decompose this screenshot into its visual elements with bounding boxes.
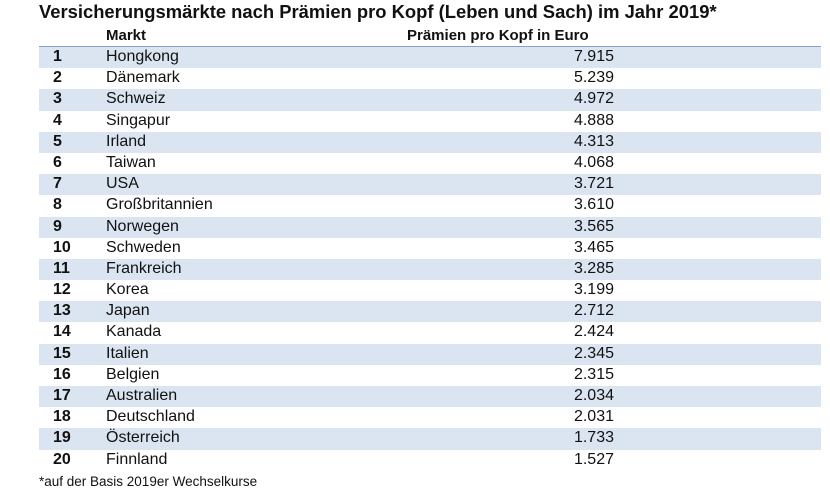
market-cell: USA bbox=[106, 175, 139, 193]
rank-cell: 10 bbox=[53, 238, 71, 256]
premium-cell: 1.527 bbox=[573, 450, 614, 468]
premium-cell: 2.315 bbox=[573, 365, 614, 383]
rank-cell: 15 bbox=[53, 344, 71, 362]
premium-cell: 4.068 bbox=[573, 153, 614, 171]
rank-cell: 2 bbox=[53, 69, 62, 87]
premium-cell: 4.888 bbox=[573, 111, 614, 129]
premium-cell: 4.313 bbox=[573, 132, 614, 150]
market-cell: Großbritannien bbox=[106, 196, 213, 214]
market-cell: Österreich bbox=[106, 429, 180, 447]
rank-cell: 4 bbox=[53, 111, 62, 129]
premium-cell: 2.424 bbox=[573, 323, 614, 341]
premium-cell: 5.239 bbox=[573, 69, 614, 87]
rank-cell: 3 bbox=[53, 90, 62, 108]
premium-cell: 2.712 bbox=[573, 302, 614, 320]
market-cell: Finnland bbox=[106, 450, 168, 468]
market-cell: Hongkong bbox=[106, 48, 179, 65]
rank-cell: 16 bbox=[53, 365, 71, 383]
market-cell: Kanada bbox=[106, 323, 162, 341]
footnote: *auf der Basis 2019er Wechselkurse bbox=[39, 474, 258, 489]
table-row: 4 Singapur 4.888 bbox=[39, 111, 821, 132]
rank-cell: 20 bbox=[53, 450, 71, 468]
market-cell: Deutschland bbox=[106, 408, 195, 426]
rank-cell: 18 bbox=[53, 408, 71, 426]
market-cell: Schweiz bbox=[106, 90, 166, 108]
rank-cell: 1 bbox=[53, 48, 62, 65]
market-cell: Japan bbox=[106, 302, 150, 320]
rank-cell: 11 bbox=[53, 259, 70, 277]
market-cell: Belgien bbox=[106, 365, 160, 383]
premium-cell: 3.565 bbox=[573, 217, 614, 235]
premium-cell: 2.031 bbox=[573, 408, 614, 426]
table-row: 19 Österreich 1.733 bbox=[39, 428, 821, 450]
table-row: 11 Frankreich 3.285 bbox=[39, 258, 821, 281]
table-row: 18 Deutschland 2.031 bbox=[39, 407, 821, 428]
market-cell: Norwegen bbox=[106, 217, 179, 235]
table-row: 20 Finnland 1.527 bbox=[39, 450, 821, 471]
column-header-premium: Prämien pro Kopf in Euro bbox=[407, 27, 589, 44]
table-row: 1 Hongkong 7.915 bbox=[39, 47, 821, 69]
column-header-market: Markt bbox=[106, 27, 147, 44]
market-cell: Korea bbox=[106, 281, 149, 299]
rank-cell: 13 bbox=[53, 302, 71, 320]
market-cell: Frankreich bbox=[106, 259, 182, 277]
market-cell: Italien bbox=[106, 344, 149, 362]
rank-cell: 7 bbox=[53, 175, 62, 193]
table-header: Markt Prämien pro Kopf in Euro bbox=[39, 26, 821, 47]
premium-cell: 3.465 bbox=[573, 238, 614, 256]
premium-cell: 2.345 bbox=[573, 344, 614, 362]
page-title: Versicherungsmärkte nach Prämien pro Kop… bbox=[39, 1, 717, 22]
rank-cell: 8 bbox=[53, 196, 62, 214]
premium-cell: 3.610 bbox=[573, 196, 614, 214]
premium-cell: 3.285 bbox=[573, 259, 614, 277]
table-row: 15 Italien 2.345 bbox=[39, 343, 821, 365]
rank-cell: 5 bbox=[53, 132, 62, 150]
rank-cell: 6 bbox=[53, 153, 62, 171]
rank-cell: 14 bbox=[53, 323, 71, 341]
table-row: 16 Belgien 2.315 bbox=[39, 365, 821, 386]
table-row: 3 Schweiz 4.972 bbox=[39, 89, 821, 111]
table-row: 8 Großbritannien 3.610 bbox=[39, 195, 821, 216]
table-row: 14 Kanada 2.424 bbox=[39, 322, 821, 343]
market-cell: Taiwan bbox=[106, 153, 156, 171]
market-cell: Irland bbox=[106, 132, 147, 150]
rank-cell: 17 bbox=[53, 387, 71, 404]
table-row: 9 Norwegen 3.565 bbox=[39, 216, 821, 238]
ranking-table: Markt Prämien pro Kopf in Euro 1 Hongkong… bbox=[39, 26, 821, 471]
table-row: 10 Schweden 3.465 bbox=[39, 238, 821, 259]
premium-cell: 3.721 bbox=[573, 175, 614, 193]
market-cell: Australien bbox=[106, 387, 178, 404]
rank-cell: 9 bbox=[53, 217, 62, 235]
table-body: 1 Hongkong 7.915 2 Dänemark 5.239 3 Schweiz 4.97… bbox=[39, 47, 821, 471]
premium-cell: 2.034 bbox=[573, 387, 614, 404]
rank-cell: 12 bbox=[53, 281, 71, 299]
table-row: 7 USA 3.721 bbox=[39, 174, 821, 196]
table-row: 12 Korea 3.199 bbox=[39, 280, 821, 301]
market-cell: Schweden bbox=[106, 238, 181, 256]
table-row: 2 Dänemark 5.239 bbox=[39, 68, 821, 89]
market-cell: Dänemark bbox=[106, 69, 180, 87]
table-row: 13 Japan 2.712 bbox=[39, 301, 821, 323]
table-row: 6 Taiwan 4.068 bbox=[39, 153, 821, 174]
premium-cell: 1.733 bbox=[573, 429, 614, 447]
table-row: 17 Australien 2.034 bbox=[39, 386, 821, 408]
rank-cell: 19 bbox=[53, 429, 71, 447]
premium-cell: 7.915 bbox=[573, 48, 614, 65]
table-row: 5 Irland 4.313 bbox=[39, 131, 821, 153]
premium-cell: 3.199 bbox=[573, 281, 614, 299]
premium-cell: 4.972 bbox=[573, 90, 614, 108]
market-cell: Singapur bbox=[106, 111, 171, 129]
